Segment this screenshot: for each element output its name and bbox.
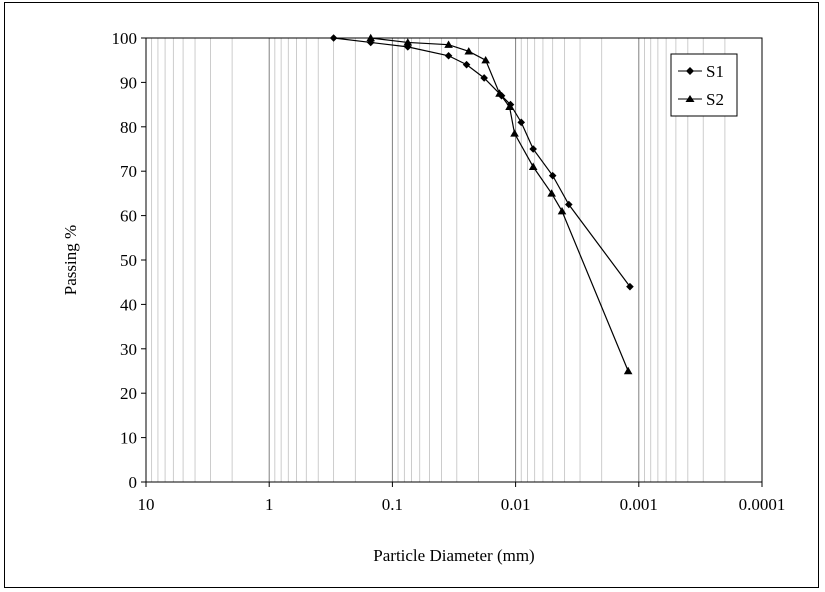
y-tick-label: 40 — [120, 295, 137, 314]
series-s1 — [329, 34, 634, 291]
plot-area-border — [145, 37, 763, 483]
grid-lines — [151, 38, 726, 482]
legend: S1 S2 — [670, 53, 738, 117]
y-tick-label: 80 — [120, 118, 137, 137]
data-point — [529, 145, 537, 153]
series-layer — [329, 33, 634, 375]
y-tick-label: 60 — [120, 207, 137, 226]
y-tick-label: 10 — [120, 429, 137, 448]
data-point — [557, 206, 567, 215]
x-axis-label: Particle Diameter (mm) — [373, 546, 534, 565]
data-point — [444, 51, 453, 60]
series-s2 — [366, 33, 633, 375]
y-tick-label: 30 — [120, 340, 137, 359]
data-point — [528, 162, 538, 170]
data-point — [462, 60, 471, 69]
x-tick-label: 10 — [138, 495, 155, 514]
data-point — [366, 33, 376, 42]
x-axis-ticks: 10 1 0.1 0.01 0.001 0.0001 — [138, 482, 786, 514]
y-tick-label: 70 — [120, 162, 137, 181]
legend-s1-label: S1 — [706, 62, 724, 81]
data-point — [564, 200, 573, 209]
x-tick-label: 0.01 — [501, 495, 531, 514]
y-tick-label: 20 — [120, 384, 137, 403]
data-point — [517, 118, 526, 127]
data-point — [623, 366, 633, 375]
data-point — [329, 34, 338, 42]
y-tick-label: 90 — [120, 73, 137, 92]
legend-s2-label: S2 — [706, 90, 724, 109]
legend-s2-marker — [685, 95, 695, 102]
y-tick-label: 50 — [120, 251, 137, 270]
data-point — [626, 282, 634, 291]
series-line — [333, 37, 631, 287]
x-tick-label: 1 — [265, 495, 274, 514]
x-tick-label: 0.0001 — [739, 495, 786, 514]
series-line — [370, 37, 629, 372]
data-point — [505, 102, 514, 111]
data-point — [495, 89, 504, 97]
data-point — [464, 47, 474, 55]
data-point — [403, 38, 413, 46]
y-tick-label: 100 — [112, 29, 138, 48]
x-tick-label: 0.001 — [620, 495, 658, 514]
legend-s1-marker — [686, 67, 694, 75]
data-point — [444, 40, 453, 48]
data-point — [510, 129, 519, 137]
legend-box — [670, 53, 738, 117]
y-axis-label: Passing % — [61, 225, 80, 295]
y-tick-label: 0 — [129, 473, 138, 492]
y-axis-ticks: 0 10 20 30 40 50 60 70 80 90 100 — [112, 29, 146, 492]
data-point — [481, 56, 490, 64]
data-point — [480, 74, 488, 82]
data-point — [547, 189, 556, 197]
data-point — [548, 171, 557, 180]
x-tick-label: 0.1 — [382, 495, 403, 514]
